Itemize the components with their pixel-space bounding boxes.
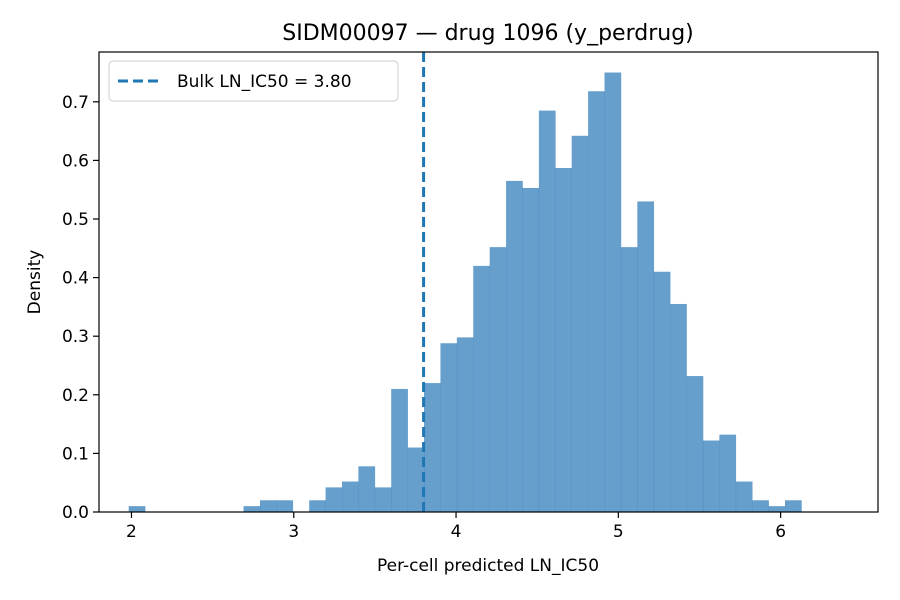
chart-title: SIDM00097 — drug 1096 (y_perdrug) [282, 21, 694, 46]
plot-frame [98, 51, 879, 513]
histogram-bar [538, 110, 556, 512]
y-tick-label: 0.5 [62, 210, 89, 230]
x-tick-label: 5 [613, 522, 624, 542]
histogram-bar [653, 271, 671, 512]
histogram-bar [341, 481, 359, 512]
x-tick-label: 6 [775, 522, 786, 542]
histogram-bar [440, 343, 458, 512]
legend: Bulk LN_IC50 = 3.80 [108, 60, 399, 102]
histogram-bars [128, 72, 802, 513]
histogram-bar [604, 72, 622, 512]
y-tick-label: 0.3 [62, 327, 89, 347]
histogram-bar [719, 434, 737, 512]
histogram-bar [391, 388, 408, 512]
histogram-bar [735, 481, 753, 512]
x-axis-label: Per-cell predicted LN_IC50 [377, 556, 599, 576]
x-tick-label: 4 [451, 522, 462, 542]
histogram-bar [637, 201, 655, 512]
histogram-bar [670, 303, 687, 512]
x-tick-label: 2 [126, 522, 137, 542]
x-tick-label: 3 [288, 522, 299, 542]
y-tick-label: 0.6 [62, 151, 89, 171]
histogram-bar [374, 487, 392, 512]
y-tick-label: 0.0 [62, 503, 89, 523]
histogram-bar [702, 440, 720, 512]
histogram-bar [768, 506, 786, 512]
histogram-bar [243, 506, 261, 512]
histogram-bar [407, 447, 425, 512]
histogram-bar [424, 383, 441, 512]
histogram-bar [276, 500, 294, 512]
histogram-bar [686, 376, 704, 512]
histogram-bar [555, 168, 573, 512]
histogram-bar [128, 506, 146, 512]
histogram-bar [358, 466, 376, 512]
y-tick-label: 0.2 [62, 386, 89, 406]
histogram-bar [456, 337, 474, 512]
y-tick-label: 0.1 [62, 444, 89, 464]
histogram-bar [325, 487, 343, 512]
histogram-bar [473, 265, 490, 512]
histogram-bar [309, 500, 326, 512]
histogram-bar [588, 91, 605, 513]
histogram-bar [785, 500, 802, 512]
legend-label: Bulk LN_IC50 = 3.80 [177, 72, 352, 92]
histogram-bar [506, 180, 523, 513]
y-tick-label: 0.7 [62, 93, 89, 113]
y-axis-label: Density [25, 250, 45, 315]
histogram-bar [620, 247, 638, 512]
y-tick-label: 0.4 [62, 269, 89, 289]
histogram-bar [259, 500, 277, 512]
histogram-bar [752, 500, 769, 512]
histogram-bar [489, 247, 507, 512]
histogram-bar [522, 187, 540, 513]
histogram-bar [571, 135, 589, 512]
y-axis-ticks: 0.0 0.1 0.2 0.3 0.4 0.5 0.6 0.7 [62, 93, 99, 523]
x-axis-ticks: 2 3 4 5 6 [126, 512, 786, 542]
legend-box [108, 60, 399, 102]
